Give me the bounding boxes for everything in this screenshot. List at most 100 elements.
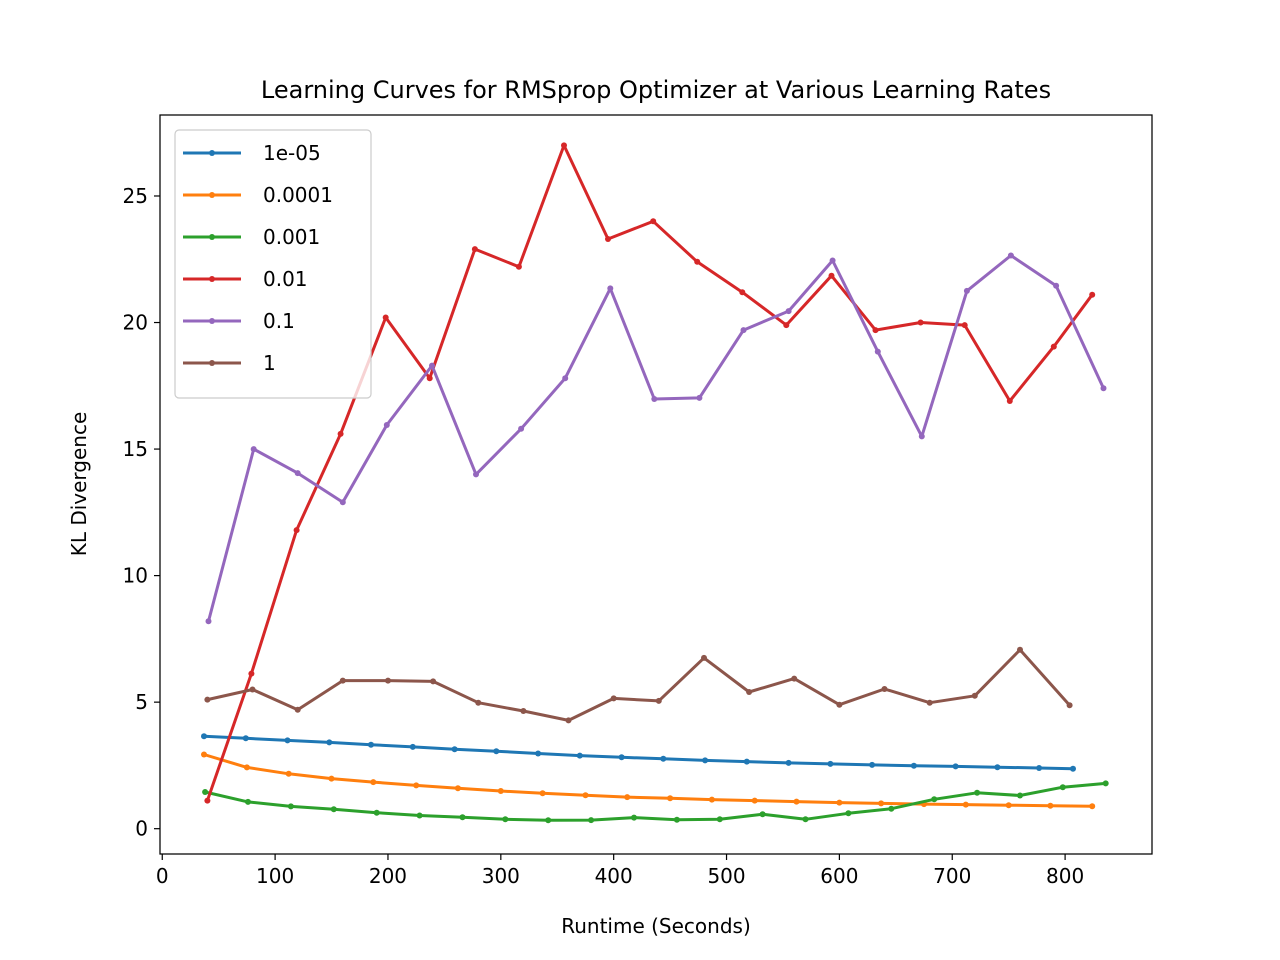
legend-swatch-marker xyxy=(209,234,215,240)
data-point xyxy=(1059,784,1066,791)
series-line xyxy=(203,781,1108,822)
legend-box xyxy=(174,129,372,399)
data-point xyxy=(493,748,500,755)
data-point xyxy=(539,790,546,797)
data-point xyxy=(910,762,917,769)
series-0.001 xyxy=(202,780,1109,824)
data-point xyxy=(416,812,423,819)
data-point xyxy=(740,327,747,334)
data-point xyxy=(618,754,625,761)
data-point xyxy=(1017,646,1023,653)
data-point xyxy=(952,763,959,770)
data-point xyxy=(746,689,753,695)
data-point xyxy=(294,706,301,713)
data-point xyxy=(888,805,895,812)
data-point xyxy=(881,686,888,692)
legend-label: 0.1 xyxy=(263,309,295,333)
data-point xyxy=(1050,343,1057,350)
data-point xyxy=(994,764,1001,771)
data-point xyxy=(827,760,834,767)
data-point xyxy=(245,798,251,805)
data-point xyxy=(1036,765,1043,771)
data-point xyxy=(471,246,478,253)
y-axis-title: KL Divergence xyxy=(67,412,91,557)
data-point xyxy=(454,785,461,792)
data-point xyxy=(429,362,435,369)
data-point xyxy=(328,775,335,782)
x-tick-label: 300 xyxy=(482,864,520,888)
data-point xyxy=(651,396,658,402)
data-point xyxy=(785,308,792,315)
y-tick-label: 15 xyxy=(123,437,148,461)
series-line xyxy=(205,648,1072,722)
data-point xyxy=(326,739,333,746)
data-point xyxy=(878,800,885,807)
data-point xyxy=(287,803,294,810)
y-tick-label: 10 xyxy=(123,564,148,588)
y-tick-label: 25 xyxy=(123,184,148,208)
data-point xyxy=(917,319,924,326)
legend-swatch-marker xyxy=(209,276,215,282)
data-point xyxy=(971,692,978,699)
data-point xyxy=(650,218,657,225)
data-point xyxy=(660,755,667,762)
data-point xyxy=(1100,385,1107,392)
data-point xyxy=(250,446,257,453)
data-point xyxy=(739,289,746,296)
data-point xyxy=(631,814,637,821)
data-point xyxy=(293,527,300,534)
legend-label: 0.01 xyxy=(263,267,308,291)
data-point xyxy=(385,677,391,684)
data-point xyxy=(497,788,504,794)
series-line xyxy=(202,753,1094,808)
data-point xyxy=(373,809,380,816)
data-point xyxy=(1089,803,1096,810)
data-point xyxy=(926,699,933,706)
data-point xyxy=(576,752,583,759)
data-point xyxy=(409,743,416,750)
legend-label: 0.0001 xyxy=(263,183,333,207)
legend-swatch-marker xyxy=(209,150,215,156)
data-point xyxy=(562,375,569,382)
data-point xyxy=(518,425,525,432)
data-point xyxy=(475,699,482,706)
data-point xyxy=(716,816,723,823)
data-point xyxy=(607,285,614,292)
legend: 1e-05 0.0001 0.001 0.01 0.1 1 xyxy=(174,129,372,399)
data-point xyxy=(1047,802,1054,809)
data-point xyxy=(1053,282,1060,289)
data-point xyxy=(426,375,433,382)
data-point xyxy=(918,433,925,440)
data-point xyxy=(759,811,766,818)
data-point xyxy=(836,701,843,708)
data-point xyxy=(694,258,701,265)
data-point xyxy=(931,796,938,803)
data-point xyxy=(473,471,479,478)
data-point xyxy=(605,236,611,242)
data-point xyxy=(339,499,346,506)
data-point xyxy=(783,322,790,329)
data-point xyxy=(204,696,211,703)
data-point xyxy=(202,789,209,795)
data-point xyxy=(284,737,291,744)
data-point xyxy=(701,654,707,661)
data-point xyxy=(874,348,881,355)
x-tick-label: 500 xyxy=(707,864,745,888)
data-point xyxy=(459,814,466,821)
legend-swatch-marker xyxy=(209,318,215,324)
data-point xyxy=(1006,398,1013,404)
data-point xyxy=(1007,252,1014,259)
data-point xyxy=(248,670,255,677)
data-point xyxy=(673,816,680,823)
data-point xyxy=(702,757,709,764)
data-point xyxy=(785,759,792,766)
data-point xyxy=(1102,780,1109,787)
data-point xyxy=(201,751,207,758)
data-point xyxy=(382,314,389,321)
data-point xyxy=(339,677,346,684)
series-0.1 xyxy=(205,252,1107,625)
legend-label: 1 xyxy=(263,351,276,375)
data-point xyxy=(502,816,509,823)
data-point xyxy=(610,695,617,702)
